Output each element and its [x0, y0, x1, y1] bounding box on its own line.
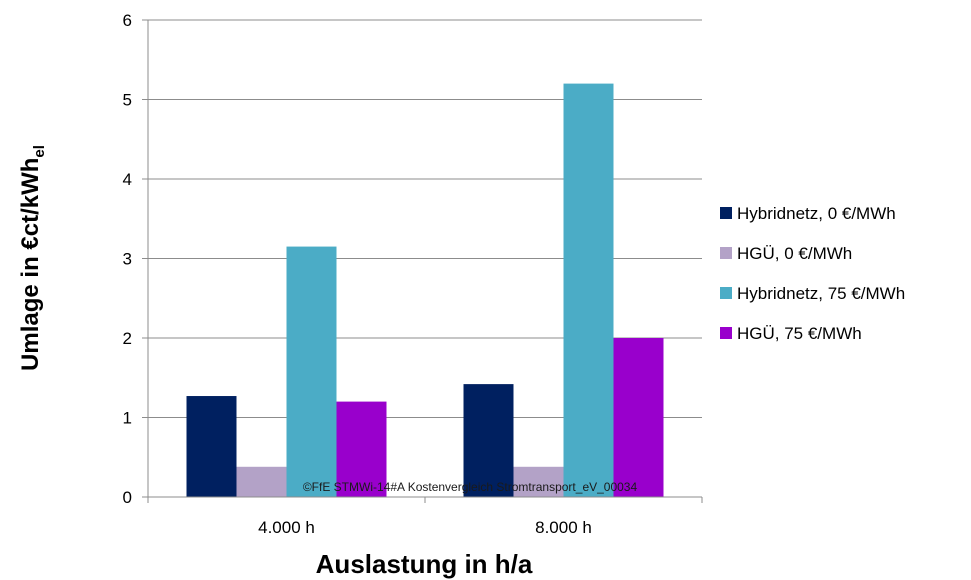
axes [142, 19, 703, 503]
y-axis-title: Umlage in €ct/kWhel [17, 145, 48, 371]
bar [613, 338, 664, 497]
y-tick-label: 6 [123, 11, 132, 30]
y-axis-title-main: Umlage in €ct/kWh [17, 158, 44, 371]
legend-label: Hybridnetz, 75 €/MWh [737, 284, 905, 303]
legend-label: Hybridnetz, 0 €/MWh [737, 204, 896, 223]
bar [463, 384, 514, 497]
legend-swatch [720, 327, 732, 339]
bars [186, 83, 664, 497]
bar [336, 401, 387, 497]
bar [186, 396, 237, 497]
bar [513, 466, 564, 497]
legend-label: HGÜ, 75 €/MWh [737, 324, 862, 343]
bar [563, 83, 614, 497]
x-tick-labels: 4.000 h 8.000 h [258, 518, 592, 537]
legend-swatch [720, 207, 732, 219]
legend-swatch [720, 247, 732, 259]
y-tick-label: 4 [123, 170, 132, 189]
y-tick-labels: 0 1 2 3 4 5 6 [123, 11, 132, 507]
y-tick-label: 5 [123, 91, 132, 110]
x-axis-title: Auslastung in h/a [316, 549, 533, 579]
legend: Hybridnetz, 0 €/MWh HGÜ, 0 €/MWh Hybridnet… [720, 204, 905, 343]
watermark: ©FfE STMWi-14#A Kostenvergleich Stromtra… [303, 480, 638, 494]
x-tick-label: 8.000 h [535, 518, 592, 537]
y-tick-label: 2 [123, 329, 132, 348]
bar [286, 246, 337, 497]
y-axis-title-subscript: el [31, 145, 48, 158]
y-tick-label: 3 [123, 250, 132, 269]
legend-label: HGÜ, 0 €/MWh [737, 244, 852, 263]
x-tick-label: 4.000 h [258, 518, 315, 537]
bar [236, 466, 287, 497]
y-tick-label: 1 [123, 409, 132, 428]
legend-swatch [720, 287, 732, 299]
y-tick-label: 0 [123, 488, 132, 507]
